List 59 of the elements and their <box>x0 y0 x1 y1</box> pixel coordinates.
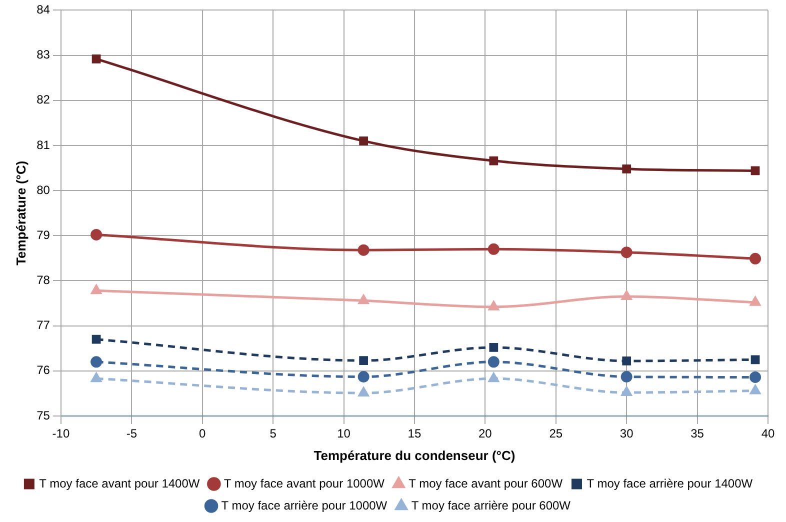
y-tick-label: 75 <box>36 408 50 422</box>
point <box>750 252 762 264</box>
point <box>91 372 102 382</box>
point <box>621 290 632 300</box>
x-tick-label: 40 <box>761 426 775 441</box>
point <box>620 246 632 258</box>
legend-label: T moy face avant pour 600W <box>408 476 564 490</box>
legend-label: T moy face avant pour 1400W <box>39 476 200 490</box>
x-tick-label: 10 <box>337 426 351 441</box>
point <box>359 136 368 146</box>
point <box>92 334 101 344</box>
point <box>90 356 102 368</box>
y-tick-label: 76 <box>36 363 50 378</box>
point <box>358 387 369 397</box>
x-tick-label: 35 <box>690 426 704 441</box>
x-tick-label: 5 <box>270 426 277 441</box>
legend-label: T moy face arrière pour 600W <box>411 498 572 512</box>
y-tick-label: 83 <box>36 48 50 62</box>
point <box>621 386 632 396</box>
point <box>622 356 632 366</box>
point <box>358 294 369 304</box>
point <box>489 343 498 352</box>
point <box>750 355 760 364</box>
point <box>358 244 370 256</box>
point <box>488 356 500 368</box>
point <box>622 164 632 174</box>
point <box>750 385 760 394</box>
point <box>750 166 760 176</box>
point <box>92 54 101 64</box>
y-tick-label: 82 <box>36 92 50 107</box>
point <box>90 228 102 240</box>
point <box>489 156 498 166</box>
y-axis-title: Température (°C) <box>13 160 28 266</box>
point <box>359 356 368 365</box>
y-tick-label: 77 <box>36 318 50 332</box>
y-tick-label: 78 <box>36 273 50 288</box>
y-tick-label: 81 <box>36 138 50 152</box>
y-tick-label: 84 <box>36 2 50 17</box>
point <box>358 371 370 383</box>
y-tick-label: 80 <box>36 182 50 197</box>
x-tick-label: 25 <box>549 426 563 441</box>
point <box>750 296 760 306</box>
x-axis-title: Température du condenseur (°C) <box>314 448 516 463</box>
point <box>620 371 632 383</box>
x-tick-label: 15 <box>408 426 422 441</box>
point <box>750 371 762 383</box>
x-tick-label: -5 <box>126 426 138 441</box>
point <box>488 243 500 255</box>
legend-label: T moy face arrière pour 1000W <box>221 498 388 512</box>
point <box>488 372 499 382</box>
legend-label: T moy face avant pour 1000W <box>224 476 386 490</box>
y-tick-label: 79 <box>36 228 50 242</box>
legend-label: T moy face arrière pour 1400W <box>586 476 754 490</box>
x-tick-label: 20 <box>478 426 492 441</box>
x-tick-label: 30 <box>620 426 634 441</box>
x-tick-label: 0 <box>199 426 206 441</box>
point <box>488 301 499 310</box>
x-tick-label: -10 <box>52 426 70 441</box>
point <box>91 284 102 294</box>
